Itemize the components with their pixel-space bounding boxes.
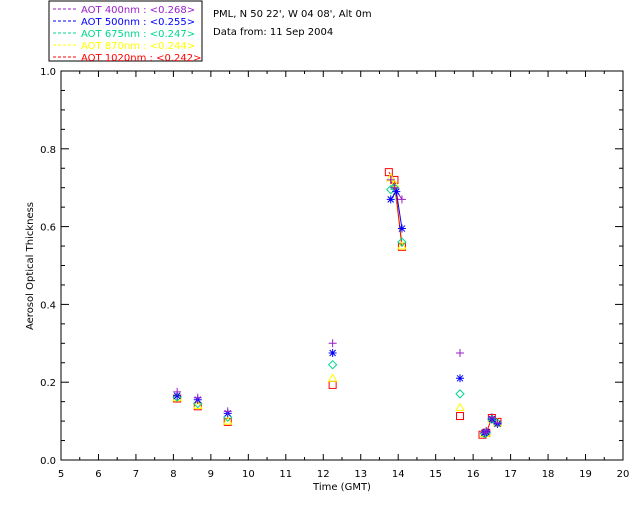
series-markers xyxy=(172,168,503,439)
data-point xyxy=(397,224,406,233)
data-point xyxy=(397,242,406,251)
data-point xyxy=(328,380,337,389)
data-point xyxy=(480,428,489,437)
x-tick-label: 14 xyxy=(392,469,405,480)
x-tick-label: 18 xyxy=(542,469,555,480)
data-point xyxy=(328,349,337,358)
x-tick-label: 9 xyxy=(208,469,214,480)
data-point xyxy=(327,359,338,370)
legend: AOT 400nm : <0.268>AOT 500nm : <0.255>AO… xyxy=(48,0,203,64)
data-point xyxy=(328,339,337,348)
x-tick-label: 11 xyxy=(279,469,292,480)
legend-entry: AOT 400nm : <0.268> xyxy=(81,5,195,16)
data-point xyxy=(193,393,202,402)
x-tick-label: 5 xyxy=(58,469,64,480)
data-point xyxy=(456,349,465,358)
x-tick-label: 17 xyxy=(504,469,517,480)
x-tick-label: 10 xyxy=(242,469,255,480)
legend-box xyxy=(48,0,203,62)
x-tick-label: 8 xyxy=(170,469,176,480)
data-point xyxy=(222,416,233,425)
data-point xyxy=(455,389,465,399)
plot-frame xyxy=(60,70,624,461)
x-tick-label: 13 xyxy=(354,469,367,480)
data-point xyxy=(390,183,399,192)
data-point xyxy=(223,417,232,426)
x-tick-label: 16 xyxy=(467,469,480,480)
y-tick-label: 0.6 xyxy=(40,223,56,234)
location-label: PML, N 50 22', W 04 08', Alt 0m xyxy=(213,9,372,20)
data-point xyxy=(386,195,395,204)
legend-entry: AOT 870nm : <0.244> xyxy=(81,41,195,52)
y-tick-label: 1.0 xyxy=(40,67,56,78)
x-tick-label: 19 xyxy=(579,469,592,480)
data-point xyxy=(384,168,393,177)
data-point xyxy=(456,374,465,383)
data-point xyxy=(487,413,496,422)
data-point xyxy=(397,195,406,204)
series-lines xyxy=(388,171,498,436)
data-point xyxy=(223,407,232,416)
legend-entry: AOT 675nm : <0.247> xyxy=(81,29,195,40)
y-tick-label: 0.8 xyxy=(40,145,56,156)
data-point xyxy=(455,402,465,411)
data-point xyxy=(397,241,407,250)
data-point xyxy=(327,373,338,382)
date-label: Data from: 11 Sep 2004 xyxy=(213,27,333,38)
x-tick-label: 15 xyxy=(429,469,442,480)
data-point xyxy=(386,175,395,184)
x-axis-title: Time (GMT) xyxy=(312,482,371,493)
data-point xyxy=(397,237,407,247)
data-point xyxy=(385,184,396,195)
y-tick-label: 0.2 xyxy=(40,378,56,389)
data-point xyxy=(392,187,401,196)
x-tick-label: 20 xyxy=(617,469,630,480)
data-point xyxy=(173,387,182,396)
x-tick-label: 12 xyxy=(317,469,330,480)
x-tick-label: 6 xyxy=(95,469,101,480)
data-point xyxy=(456,412,465,421)
legend-entry: AOT 1020nm : <0.242> xyxy=(81,53,201,64)
y-tick-label: 0.0 xyxy=(40,456,56,467)
axis-ticks: 5 6 7 8 9 10 11 12 13 14 15 16 17 18 19 20 0.0 0.2 0.4 0.6 0… xyxy=(40,67,629,480)
y-axis-title: Aerosol Optical Thickness xyxy=(25,202,36,330)
data-point xyxy=(482,426,491,435)
data-point xyxy=(493,419,502,428)
legend-entry: AOT 500nm : <0.255> xyxy=(81,17,195,28)
y-tick-label: 0.4 xyxy=(40,300,56,311)
x-tick-label: 7 xyxy=(133,469,139,480)
